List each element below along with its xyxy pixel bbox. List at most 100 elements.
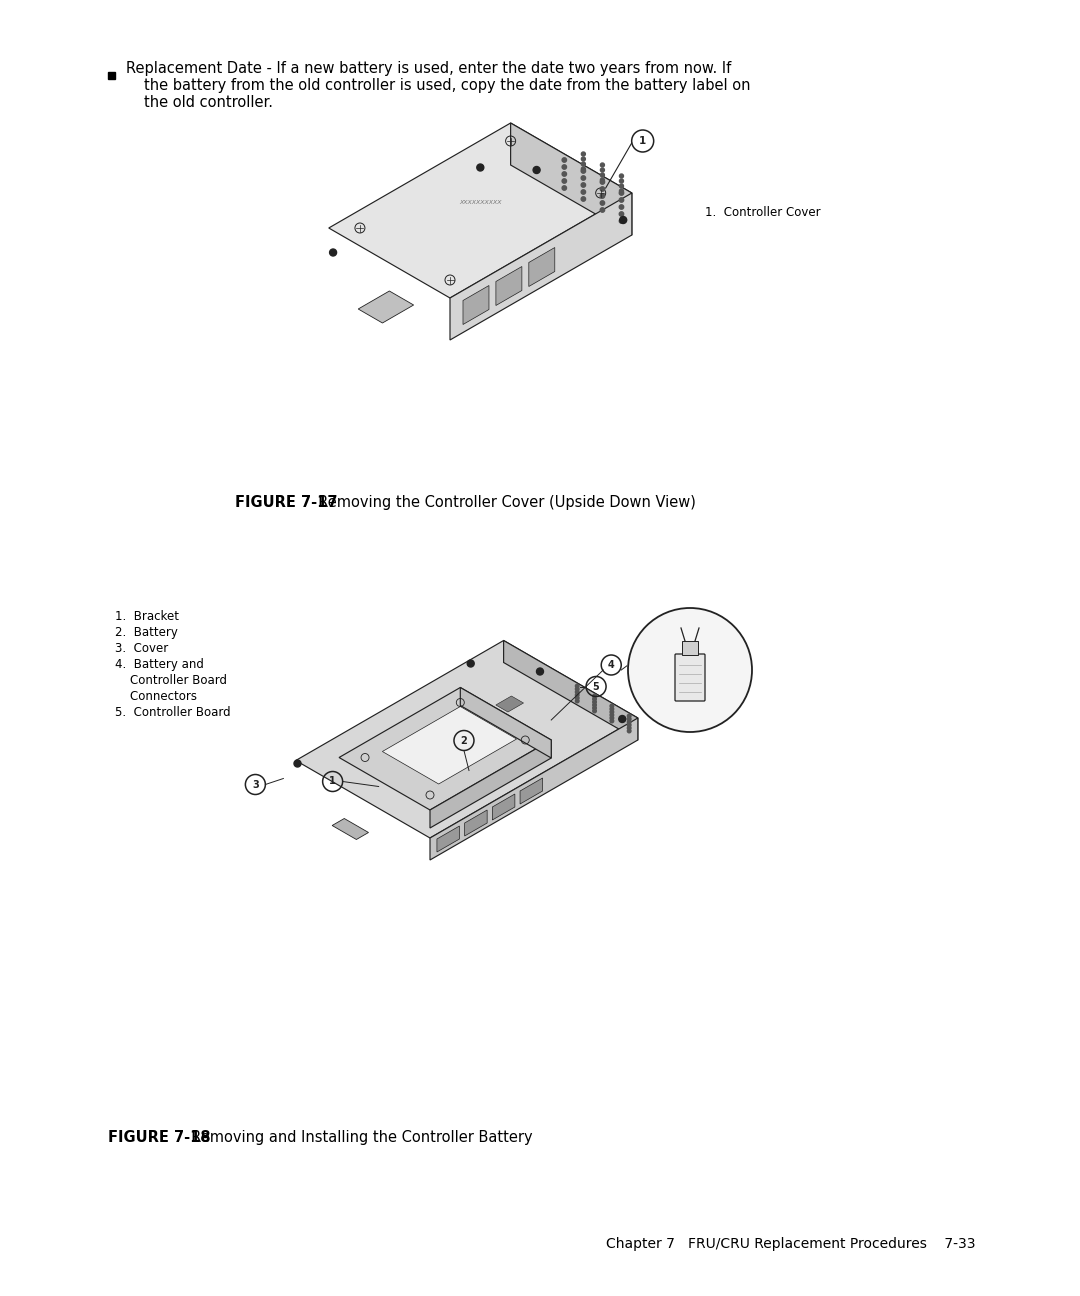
Polygon shape xyxy=(492,794,515,820)
Circle shape xyxy=(600,172,605,178)
Polygon shape xyxy=(432,746,467,767)
Circle shape xyxy=(627,607,753,734)
Text: the battery from the old controller is used, copy the date from the battery labe: the battery from the old controller is u… xyxy=(144,78,751,93)
Circle shape xyxy=(619,219,623,223)
Circle shape xyxy=(562,179,567,183)
Circle shape xyxy=(619,191,623,196)
Circle shape xyxy=(600,201,605,205)
Circle shape xyxy=(534,166,540,174)
Text: Controller Board: Controller Board xyxy=(114,674,227,687)
Circle shape xyxy=(593,709,596,713)
Text: 2.  Battery: 2. Battery xyxy=(114,626,178,639)
Circle shape xyxy=(576,687,579,691)
Circle shape xyxy=(600,168,605,172)
Circle shape xyxy=(627,730,631,732)
Circle shape xyxy=(562,185,567,191)
Circle shape xyxy=(600,178,605,181)
Circle shape xyxy=(600,180,605,184)
Circle shape xyxy=(581,157,585,161)
Polygon shape xyxy=(437,826,459,851)
Text: 5: 5 xyxy=(593,682,599,692)
Circle shape xyxy=(593,695,596,697)
Circle shape xyxy=(581,197,585,201)
Text: 1: 1 xyxy=(639,136,646,146)
Circle shape xyxy=(610,719,613,723)
Polygon shape xyxy=(339,687,551,810)
Text: Removing the Controller Cover (Upside Down View): Removing the Controller Cover (Upside Do… xyxy=(309,495,696,511)
Polygon shape xyxy=(475,722,510,743)
Text: Replacement Date - If a new battery is used, enter the date two years from now. : Replacement Date - If a new battery is u… xyxy=(126,61,731,76)
Circle shape xyxy=(476,165,484,171)
Circle shape xyxy=(593,706,596,710)
Circle shape xyxy=(627,714,631,718)
Circle shape xyxy=(627,726,631,730)
Circle shape xyxy=(329,249,337,257)
Circle shape xyxy=(576,691,579,693)
Text: 4: 4 xyxy=(608,660,615,670)
Polygon shape xyxy=(328,123,632,298)
Polygon shape xyxy=(397,767,432,787)
Polygon shape xyxy=(359,292,414,323)
Circle shape xyxy=(620,174,623,178)
Circle shape xyxy=(593,697,596,701)
Circle shape xyxy=(620,216,626,223)
Circle shape xyxy=(581,168,585,174)
Text: the old controller.: the old controller. xyxy=(144,95,273,110)
Circle shape xyxy=(581,189,585,194)
Text: 1.  Controller Cover: 1. Controller Cover xyxy=(705,206,821,219)
Text: 1.  Bracket: 1. Bracket xyxy=(114,610,179,623)
Circle shape xyxy=(610,710,613,714)
Polygon shape xyxy=(511,123,632,235)
Circle shape xyxy=(468,660,474,667)
Polygon shape xyxy=(496,696,524,712)
Text: 3: 3 xyxy=(252,779,259,789)
Text: Chapter 7   FRU/CRU Replacement Procedures    7-33: Chapter 7 FRU/CRU Replacement Procedures… xyxy=(606,1236,975,1251)
Circle shape xyxy=(600,187,605,192)
Circle shape xyxy=(600,163,605,167)
Polygon shape xyxy=(430,740,551,828)
Text: Connectors: Connectors xyxy=(114,689,197,702)
Circle shape xyxy=(576,693,579,697)
Circle shape xyxy=(610,708,613,710)
Circle shape xyxy=(581,183,585,187)
Polygon shape xyxy=(529,248,555,286)
Text: 5.  Controller Board: 5. Controller Board xyxy=(114,706,231,719)
Polygon shape xyxy=(503,640,638,740)
Text: 3.  Cover: 3. Cover xyxy=(114,642,168,654)
Polygon shape xyxy=(463,285,489,324)
Text: Removing and Installing the Controller Battery: Removing and Installing the Controller B… xyxy=(183,1130,532,1144)
Circle shape xyxy=(619,715,625,722)
Bar xyxy=(108,73,114,79)
Circle shape xyxy=(581,176,585,180)
Polygon shape xyxy=(430,718,638,861)
Polygon shape xyxy=(464,810,487,836)
FancyBboxPatch shape xyxy=(675,654,705,701)
Circle shape xyxy=(610,717,613,719)
Circle shape xyxy=(593,704,596,706)
Text: 1: 1 xyxy=(329,776,336,787)
Polygon shape xyxy=(296,640,638,839)
Polygon shape xyxy=(521,778,542,804)
Text: 4.  Battery and: 4. Battery and xyxy=(114,658,204,671)
Polygon shape xyxy=(496,267,522,306)
Polygon shape xyxy=(460,687,551,758)
Circle shape xyxy=(576,700,579,702)
Text: FIGURE 7-18: FIGURE 7-18 xyxy=(108,1130,211,1144)
Circle shape xyxy=(581,167,585,171)
Circle shape xyxy=(619,211,623,216)
Polygon shape xyxy=(406,732,441,752)
Circle shape xyxy=(619,198,623,202)
Polygon shape xyxy=(372,752,406,772)
Circle shape xyxy=(600,207,605,213)
Polygon shape xyxy=(450,193,632,340)
Text: FIGURE 7-17: FIGURE 7-17 xyxy=(235,495,337,511)
Circle shape xyxy=(610,713,613,717)
Circle shape xyxy=(627,717,631,721)
Circle shape xyxy=(581,152,585,156)
Circle shape xyxy=(619,205,623,209)
Circle shape xyxy=(627,721,631,723)
Circle shape xyxy=(593,700,596,704)
Circle shape xyxy=(620,189,623,193)
Circle shape xyxy=(627,723,631,727)
Polygon shape xyxy=(450,704,486,724)
